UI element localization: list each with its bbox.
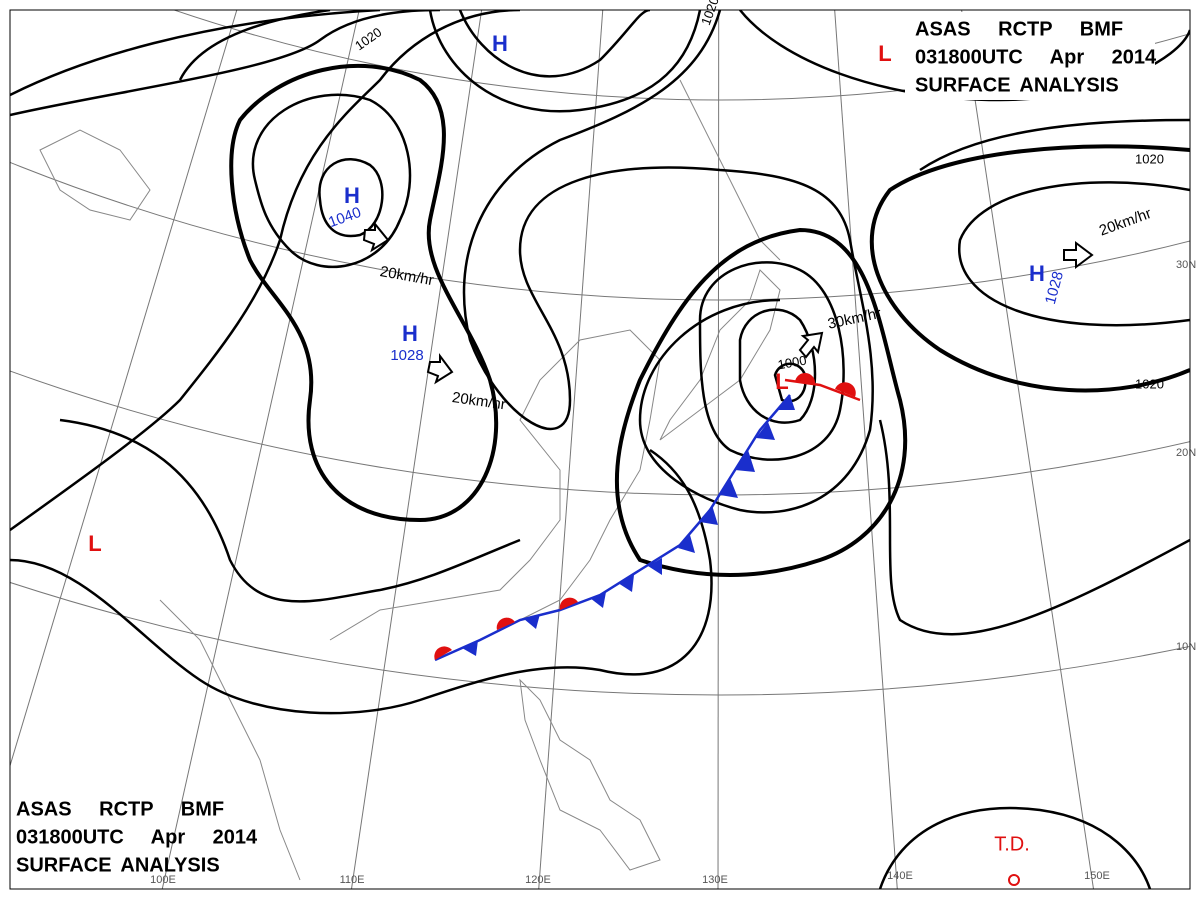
isobar (428, 10, 702, 113)
map-frame (9, 9, 1191, 890)
isobar (738, 308, 817, 424)
front-symbol (720, 478, 738, 498)
isobar (318, 158, 384, 238)
front-symbol (524, 614, 540, 629)
lon-line (161, 10, 360, 889)
isobar (462, 10, 874, 514)
lon-line (538, 10, 604, 889)
isobar (178, 10, 331, 81)
lon-line (961, 10, 1095, 889)
lat-label: 10N (1176, 641, 1196, 653)
front-symbol (462, 640, 478, 656)
isobar (10, 448, 713, 715)
isobar (919, 118, 1190, 172)
header-line: ASAS RCTP BMF (915, 18, 1123, 40)
low-center: L (775, 369, 788, 394)
lon-label: 110E (340, 874, 365, 886)
low-center: L (88, 531, 101, 556)
motion-arrows (362, 221, 1094, 385)
header-bottom: ASAS RCTP BMF 031800UTC Apr 2014 SURFACE… (16, 798, 258, 876)
low-center: L (878, 41, 891, 66)
lon-line (10, 10, 238, 768)
coastline (329, 329, 661, 641)
coastline (679, 79, 781, 261)
isobar (878, 419, 1190, 636)
coastlines (39, 79, 781, 881)
header-line: SURFACE ANALYSIS (16, 854, 220, 876)
coastline (159, 599, 301, 881)
front-symbol (618, 575, 634, 592)
isobar (10, 10, 381, 97)
lon-label: 140E (887, 870, 913, 882)
header-line: SURFACE ANALYSIS (915, 74, 1119, 96)
lon-label: 100E (150, 874, 176, 886)
header-line: 031800UTC Apr 2014 (16, 826, 258, 848)
coastline (519, 678, 661, 871)
isobar (614, 227, 908, 577)
lon-label: 120E (525, 874, 551, 886)
front-symbol (700, 505, 718, 525)
isobar-label: 1020 (1135, 151, 1164, 166)
longitude-lines (10, 10, 1095, 889)
header-line: 031800UTC Apr 2014 (915, 46, 1157, 68)
front-symbol (559, 597, 578, 610)
high-value: 1028 (390, 347, 423, 364)
isobars (10, 10, 1190, 889)
isobar-label: 1020 (1135, 376, 1164, 391)
lon-line (834, 10, 898, 889)
isobar (458, 10, 651, 78)
isobar (10, 10, 441, 117)
storm-label: T.D. (994, 833, 1030, 855)
high-center: H (402, 321, 418, 346)
front-symbol (590, 592, 606, 608)
isobar (229, 63, 499, 523)
header-background (905, 12, 1155, 100)
isobar (878, 806, 1152, 889)
isobar-label: 1000 (777, 353, 808, 373)
front-symbol (756, 422, 775, 440)
front-symbol (678, 535, 695, 553)
isobar (59, 418, 521, 603)
lon-label: 150E (1084, 870, 1110, 882)
high-center: H (492, 31, 508, 56)
lat-label: 20N (1176, 447, 1196, 459)
front-symbol (778, 395, 795, 410)
motion-arrow (798, 331, 824, 359)
motion-arrow (362, 221, 390, 253)
front-symbol (434, 646, 452, 660)
storm-symbol (1008, 874, 1020, 886)
high-center: H (344, 183, 360, 208)
isobar (958, 181, 1190, 327)
isobar (869, 144, 1190, 393)
lat-label: 30N (1176, 259, 1196, 271)
isobar (698, 261, 845, 461)
front-symbol (496, 617, 515, 630)
lon-line (350, 10, 483, 889)
lon-label: 130E (702, 874, 728, 886)
coastline (659, 269, 781, 441)
front-symbol (795, 372, 816, 384)
header-top: ASAS RCTP BMF 031800UTC Apr 2014 SURFACE… (905, 12, 1157, 100)
high-center: H (1029, 261, 1045, 286)
coastline (39, 129, 151, 221)
header-line: ASAS RCTP BMF (16, 798, 224, 820)
motion-arrow (426, 353, 454, 385)
isobar (251, 93, 412, 269)
front-symbol (835, 382, 856, 397)
front-line (434, 394, 791, 662)
lon-line (717, 10, 720, 889)
cold-front (434, 394, 795, 662)
front-symbol (648, 558, 662, 575)
warm-front (434, 372, 861, 660)
front-symbol (735, 450, 755, 472)
motion-arrow (1063, 241, 1094, 269)
